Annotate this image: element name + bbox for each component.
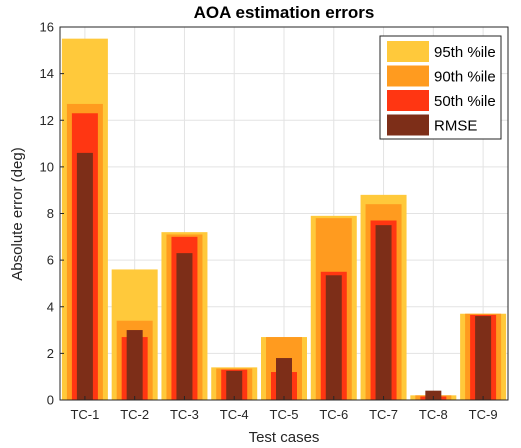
x-tick-label: TC-1 (70, 407, 99, 422)
x-tick-label: TC-9 (469, 407, 498, 422)
bar-rmse-tc-9 (475, 316, 492, 400)
legend-swatch-3 (387, 114, 429, 136)
x-tick-label: TC-8 (419, 407, 448, 422)
legend-label-1: 90th %ile (434, 69, 496, 86)
y-tick-label: 4 (47, 299, 54, 314)
x-tick-label: TC-7 (369, 407, 398, 422)
bar-rmse-tc-6 (325, 275, 342, 400)
legend-swatch-2 (387, 90, 429, 111)
legend-label-3: RMSE (434, 118, 477, 135)
y-tick-label: 16 (40, 20, 54, 35)
x-tick-label: TC-3 (170, 407, 199, 422)
y-tick-label: 6 (47, 253, 54, 268)
x-axis-label: Test cases (249, 429, 320, 446)
bar-rmse-tc-4 (226, 370, 243, 400)
x-tick-label: TC-4 (220, 407, 249, 422)
bar-rmse-tc-8 (425, 390, 442, 400)
legend-label-2: 50th %ile (434, 93, 496, 110)
x-tick-label: TC-5 (270, 407, 299, 422)
legend-items: 95th %ile 90th %ile 50th %ile RMSE (387, 41, 496, 136)
y-tick-label: 12 (40, 113, 54, 128)
bar-rmse-tc-2 (126, 330, 143, 400)
legend-swatch-0 (387, 41, 429, 62)
y-tick-label: 2 (47, 346, 54, 361)
chart-title: AOA estimation errors (194, 3, 375, 22)
bar-rmse-tc-7 (375, 225, 392, 400)
y-tick-label: 8 (47, 206, 54, 221)
bars (61, 38, 507, 401)
legend-label-0: 95th %ile (434, 44, 496, 61)
y-tick-label: 0 (47, 393, 54, 408)
x-axis-ticks: TC-1 TC-2 TC-3 TC-4 TC-5 TC-6 TC-7 TC-8 TC-9 (70, 396, 498, 422)
legend-swatch-1 (387, 65, 429, 87)
y-axis-ticks: 0 2 4 6 8 10 12 14 16 (40, 20, 64, 408)
bar-rmse-tc-3 (176, 253, 193, 400)
y-tick-label: 14 (40, 66, 54, 81)
x-tick-label: TC-2 (120, 407, 149, 422)
bar-rmse-tc-5 (276, 358, 292, 400)
y-tick-label: 10 (40, 159, 54, 174)
legend: 95th %ile 90th %ile 50th %ile RMSE (379, 35, 502, 140)
x-tick-label: TC-6 (319, 407, 348, 422)
y-axis-label: Absolute error (deg) (9, 147, 26, 280)
bar-rmse-tc-1 (76, 152, 93, 400)
